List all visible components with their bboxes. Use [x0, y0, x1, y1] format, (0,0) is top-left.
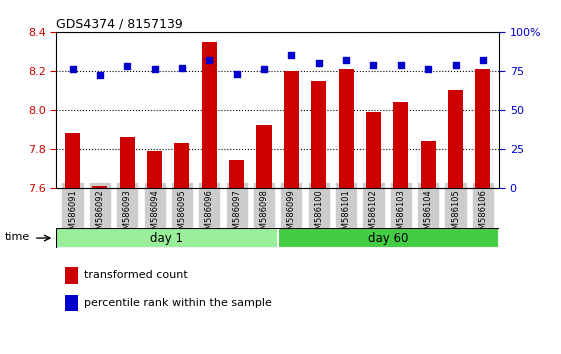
- Bar: [339, 69, 353, 188]
- Text: day 1: day 1: [150, 232, 183, 245]
- Point: [451, 62, 460, 67]
- Bar: [202, 42, 217, 188]
- Bar: [229, 160, 244, 188]
- Point: [232, 71, 241, 77]
- Text: GDS4374 / 8157139: GDS4374 / 8157139: [56, 18, 183, 31]
- Point: [68, 67, 77, 72]
- Bar: [311, 80, 327, 188]
- Bar: [147, 150, 162, 188]
- Point: [150, 67, 159, 72]
- Point: [314, 60, 323, 66]
- Bar: [421, 141, 436, 188]
- Point: [342, 57, 351, 63]
- Bar: [366, 112, 381, 188]
- Bar: [65, 267, 78, 284]
- Bar: [119, 137, 135, 188]
- Bar: [393, 102, 408, 188]
- Point: [369, 62, 378, 67]
- Point: [205, 57, 214, 63]
- Point: [177, 65, 186, 70]
- Point: [424, 67, 433, 72]
- Point: [479, 57, 488, 63]
- Bar: [174, 143, 190, 188]
- Bar: [284, 71, 299, 188]
- Point: [260, 67, 269, 72]
- Point: [396, 62, 405, 67]
- Bar: [448, 90, 463, 188]
- Point: [123, 63, 132, 69]
- Point: [287, 52, 296, 58]
- Bar: [56, 228, 278, 248]
- Text: time: time: [5, 232, 30, 242]
- Text: day 60: day 60: [369, 232, 408, 245]
- Text: transformed count: transformed count: [84, 270, 188, 280]
- Point: [95, 73, 104, 78]
- Bar: [278, 228, 499, 248]
- Bar: [256, 125, 272, 188]
- Bar: [93, 185, 107, 188]
- Text: percentile rank within the sample: percentile rank within the sample: [84, 298, 272, 308]
- Bar: [65, 295, 78, 312]
- Bar: [475, 69, 490, 188]
- Bar: [65, 133, 80, 188]
